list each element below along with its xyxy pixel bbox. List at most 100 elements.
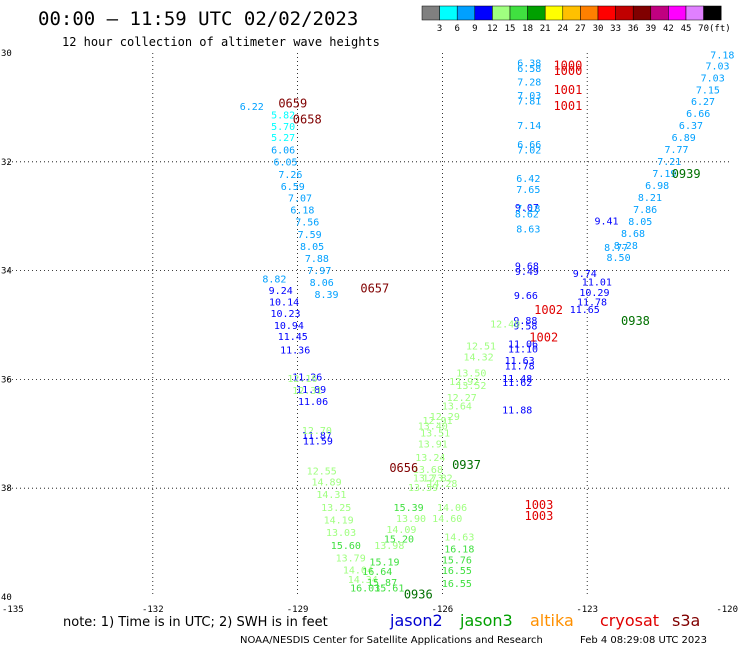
swh-value: 14.09 xyxy=(386,525,416,536)
swh-value: 8.63 xyxy=(516,225,540,236)
swh-value: 13.03 xyxy=(326,528,356,539)
map-subtitle: 12 hour collection of altimeter wave hei… xyxy=(62,35,380,49)
swh-value: 7.59 xyxy=(298,230,322,241)
swh-value: 15.61 xyxy=(374,584,404,595)
swh-value: 9.66 xyxy=(514,291,538,302)
pass-time-label: 1001 xyxy=(553,99,582,113)
swh-value: 12.70 xyxy=(302,426,332,437)
swh-value: 11.26 xyxy=(292,372,322,383)
swh-value: 11.59 xyxy=(303,437,333,448)
colorbar-swatch xyxy=(632,5,652,21)
colorbar-swatch xyxy=(421,5,440,21)
colorbar-swatch xyxy=(474,5,493,21)
swh-value: 14.34 xyxy=(348,575,378,586)
swh-value: 8.62 xyxy=(515,209,539,220)
swh-value: 16.55 xyxy=(442,566,472,577)
swh-value: 7.21 xyxy=(657,157,681,168)
pass-time-label: 0936 xyxy=(404,588,433,602)
swh-value: 11.78 xyxy=(505,362,535,373)
swh-value: 10.14 xyxy=(269,297,299,308)
swh-value: 13.90 xyxy=(396,514,426,525)
pass-time-label: 0938 xyxy=(621,314,650,328)
swh-value: 11.10 xyxy=(508,345,538,356)
x-tick-label: -126 xyxy=(432,605,454,615)
colorbar-swatch xyxy=(439,5,458,21)
swh-value: 13.52 xyxy=(456,381,486,392)
pass-time-label: 1003 xyxy=(524,509,553,523)
y-tick-label: 32 xyxy=(1,158,12,168)
swh-value: 9.58 xyxy=(513,321,537,332)
swh-value: 12.31 xyxy=(292,386,322,397)
swh-value: 5.70 xyxy=(271,122,295,133)
swh-value: 8.21 xyxy=(638,193,662,204)
pass-time-label: 0937 xyxy=(452,458,481,472)
swh-value: 11.48 xyxy=(502,374,532,385)
swh-value: 8.05 xyxy=(628,217,652,228)
swh-value: 13.40 xyxy=(418,421,448,432)
colorbar-label: 21 xyxy=(540,24,551,34)
swh-value: 12.92 xyxy=(449,377,479,388)
swh-value: 7.18 xyxy=(516,204,540,215)
swh-value: 9.88 xyxy=(513,316,537,327)
swh-value: 10.23 xyxy=(270,309,300,320)
colorbar-swatch xyxy=(685,5,704,21)
swh-value: 13.64 xyxy=(442,401,472,412)
axis-tick-labels: -135 -132 -129 -126 -123 -120 30 32 34 36 38 40 xyxy=(1,49,738,615)
swh-value: 14.60 xyxy=(432,514,462,525)
colorbar-label: 24 xyxy=(557,24,568,34)
swh-value: 11.78 xyxy=(577,297,607,308)
swh-value: 12.91 xyxy=(423,416,453,427)
swh-value: 11.45 xyxy=(278,332,308,343)
colorbar-swatch xyxy=(703,5,722,21)
swh-value: 10.94 xyxy=(274,321,304,332)
swh-value: 8.39 xyxy=(315,290,339,301)
colorbar-label: 18 xyxy=(522,24,533,34)
swh-value: 6.18 xyxy=(290,205,314,216)
swh-value: 14.19 xyxy=(324,516,354,527)
swh-value: 6.42 xyxy=(516,174,540,185)
swh-value: 7.03 xyxy=(705,61,729,72)
swh-value: 12.40 xyxy=(490,320,520,331)
swh-value: 14.63 xyxy=(444,532,474,543)
swh-value: 7.28 xyxy=(517,78,541,89)
swh-value: 7.07 xyxy=(288,194,312,205)
swh-value: 6.06 xyxy=(271,146,295,157)
y-tick-label: 40 xyxy=(1,593,12,603)
pass-time-label: 0658 xyxy=(293,113,322,127)
colorbar-swatch xyxy=(562,5,581,21)
swh-value: 5.82 xyxy=(271,110,295,121)
swh-value: 13.51 xyxy=(420,429,450,440)
swh-value: 16.64 xyxy=(362,567,392,578)
colorbar-label: 3 xyxy=(437,24,442,34)
colorbar-label: 45 xyxy=(681,24,692,34)
swh-value: 15.39 xyxy=(394,503,424,514)
x-tick-label: -135 xyxy=(2,605,24,615)
swh-value: 13.73 xyxy=(413,474,443,485)
colorbar-swatch xyxy=(650,5,669,21)
pass-time-label: 0939 xyxy=(672,167,701,181)
swh-value: 15.20 xyxy=(384,535,414,546)
colorbar-swatch xyxy=(615,5,634,21)
pass-time-label: 0659 xyxy=(278,96,307,110)
swh-value: 8.68 xyxy=(621,229,645,240)
colorbar-swatch xyxy=(544,5,564,21)
swh-value: 6.38 xyxy=(517,59,541,70)
swh-value: 7.18 xyxy=(710,50,734,61)
swh-value: 15.60 xyxy=(331,541,361,552)
swh-value: 9.49 xyxy=(515,267,539,278)
swh-value: 8.82 xyxy=(262,275,286,286)
swh-value: 7.03 xyxy=(701,73,725,84)
swh-value: 7.02 xyxy=(517,146,541,157)
swh-value: 6.98 xyxy=(645,181,669,192)
satellite-name: jason3 xyxy=(459,611,513,630)
swh-value: 11.62 xyxy=(502,378,532,389)
colorbar-label: 36 xyxy=(628,24,639,34)
swh-value: 9.24 xyxy=(269,286,293,297)
y-tick-label: 34 xyxy=(1,267,12,277)
colorbar-swatch xyxy=(597,5,616,21)
swh-value: 13.68 xyxy=(413,465,443,476)
satellite-name: altika xyxy=(530,611,574,630)
colorbar-label: 9 xyxy=(472,24,477,34)
